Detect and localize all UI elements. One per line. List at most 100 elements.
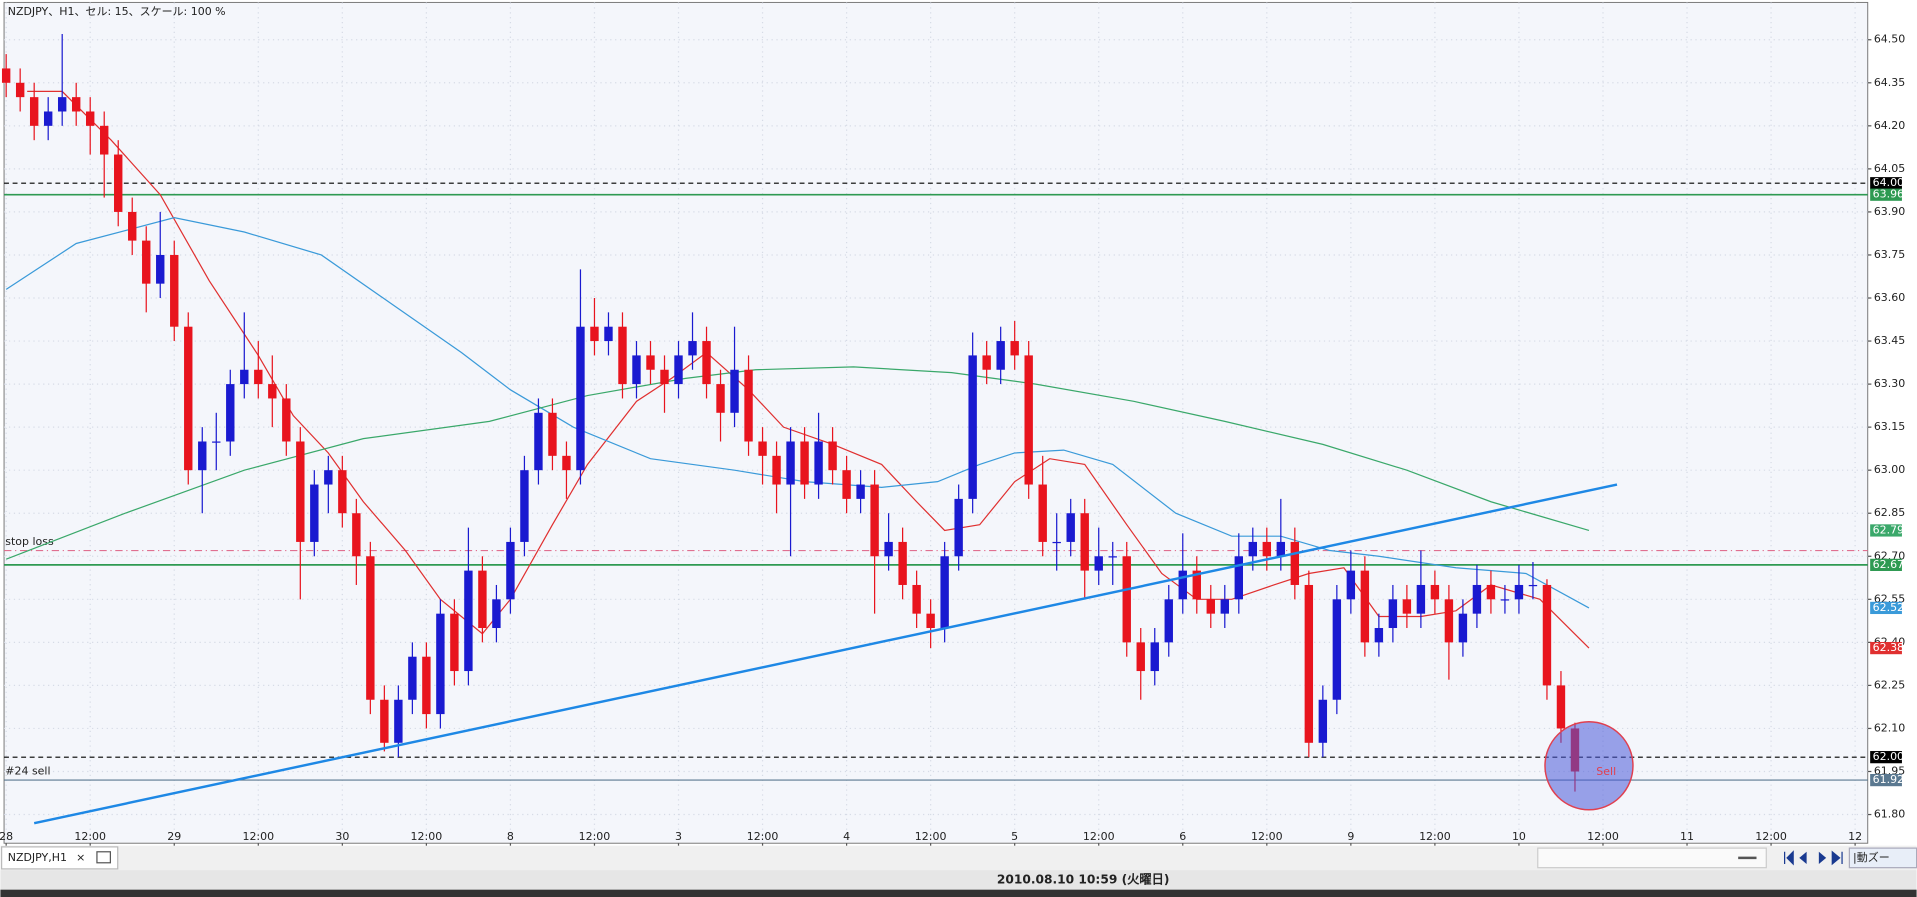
nav-last[interactable]	[1831, 850, 1843, 866]
candle-body	[268, 384, 277, 399]
x-tick-label: 12:00	[1587, 830, 1619, 843]
candle-body	[506, 541, 515, 600]
tab-label[interactable]: NZDJPY,H1	[8, 851, 67, 864]
candle-body	[1178, 570, 1187, 600]
candle-body	[1556, 685, 1566, 729]
candle-body	[114, 154, 123, 212]
x-tick-label: 9	[1347, 830, 1354, 843]
price-tag-label: 64.00	[1873, 176, 1904, 189]
candle-body	[352, 513, 361, 557]
candle-body	[548, 412, 557, 456]
x-tick-label: 11	[1680, 830, 1694, 843]
candle-body	[170, 254, 179, 327]
candle-body	[1066, 513, 1075, 542]
scroll-box[interactable]	[1537, 847, 1767, 869]
x-tick-label: 10	[1512, 830, 1526, 843]
candle-body	[1304, 584, 1314, 743]
candle-body	[1388, 599, 1398, 629]
status-bar	[0, 870, 1917, 890]
price-tag	[1870, 558, 1902, 571]
candle-body	[618, 326, 627, 385]
candle-body	[86, 111, 95, 126]
tab[interactable]	[1, 846, 119, 870]
candle-body	[240, 369, 249, 385]
candle-body	[43, 111, 53, 126]
x-tick-label: 12:00	[411, 830, 443, 843]
tab-close[interactable]: ×	[76, 851, 85, 864]
y-tick-label: 61.80	[1874, 808, 1905, 821]
price-tag	[1870, 524, 1902, 537]
level-name: stop loss	[5, 535, 54, 548]
x-tick-label: 12:00	[579, 830, 611, 843]
candle-body	[814, 441, 823, 485]
candle-body	[1346, 570, 1356, 600]
y-tick-label: 63.45	[1874, 334, 1905, 347]
price-tag	[1870, 641, 1902, 655]
candle-body	[128, 211, 137, 241]
candle-body	[688, 341, 697, 356]
candle-body	[842, 470, 851, 499]
x-tick-label: 12	[1848, 830, 1862, 843]
y-tick-label: 64.50	[1874, 33, 1905, 46]
candle-body	[674, 355, 683, 385]
candle-body	[660, 369, 669, 385]
candle-body	[534, 412, 543, 471]
y-tick-label: 62.25	[1874, 678, 1905, 691]
nav-prev[interactable]	[1799, 851, 1807, 865]
candle-body	[1360, 570, 1370, 643]
candle-body	[1164, 599, 1173, 643]
x-tick-label: 29	[167, 830, 181, 843]
candle-body	[1150, 642, 1159, 672]
candle-body	[29, 97, 39, 126]
price-tag-label: 62.67	[1873, 558, 1904, 571]
candle-body	[716, 384, 725, 413]
candle-body	[422, 656, 431, 715]
candle-body	[632, 355, 641, 385]
candle-body	[954, 498, 963, 557]
status-text: 2010.08.10 10:59 (火曜日)	[997, 872, 1170, 886]
autozoom-label[interactable]: |動ズー	[1853, 850, 1890, 864]
price-tag-label: 63.96	[1873, 188, 1904, 201]
candle-body	[1080, 513, 1089, 571]
price-tag	[1870, 601, 1902, 615]
y-tick-label: 63.90	[1874, 205, 1905, 218]
candle-body	[1, 68, 11, 83]
candle-body	[1262, 541, 1272, 557]
candle-body	[296, 441, 305, 542]
candle-body	[856, 484, 865, 499]
candle-body	[212, 441, 221, 443]
candle-body	[380, 699, 389, 743]
candle-body	[198, 441, 207, 471]
candle-body	[1486, 584, 1496, 600]
nav-first[interactable]	[1784, 850, 1794, 866]
candle-body	[1220, 599, 1229, 614]
price-tag-label: 62.52	[1873, 601, 1904, 614]
nav-buttons[interactable]	[1784, 850, 1843, 866]
x-tick-label: 12:00	[1419, 830, 1451, 843]
y-tick-label: 64.35	[1874, 76, 1905, 89]
candle-body	[590, 326, 599, 342]
x-tick-label: 12:00	[747, 830, 779, 843]
candle-body	[1248, 541, 1258, 557]
candle-body	[1542, 584, 1552, 686]
candle-body	[982, 355, 991, 370]
candle-body	[100, 125, 109, 155]
candle-body	[576, 326, 585, 471]
candle-body	[1122, 556, 1131, 643]
candle-body	[1108, 556, 1117, 558]
candle-body	[1332, 599, 1342, 700]
x-tick-label: 4	[843, 830, 850, 843]
candle-body	[1234, 556, 1243, 600]
price-tag	[1870, 773, 1902, 787]
candle-body	[800, 441, 809, 485]
nav-next[interactable]	[1818, 851, 1827, 865]
candle-body	[1010, 341, 1019, 356]
candle-body	[898, 541, 907, 585]
tab-icon[interactable]	[96, 851, 111, 864]
candle-body	[996, 341, 1005, 370]
y-tick-label: 63.30	[1874, 377, 1905, 390]
candle-body	[436, 613, 445, 715]
candle-body	[912, 584, 921, 614]
